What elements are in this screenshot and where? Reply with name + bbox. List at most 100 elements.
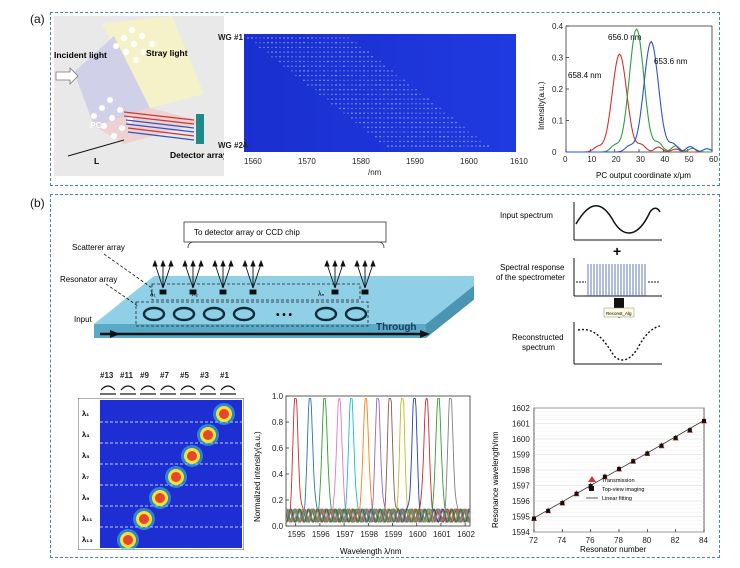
wg-dot: [391, 141, 392, 142]
scatterer-label: Scatterer array: [72, 243, 125, 252]
wg-dot: [291, 70, 292, 71]
wg-dot: [343, 47, 344, 48]
scatter-arrow-head: [251, 261, 255, 266]
wg-dot: [355, 117, 356, 118]
resonator-device: To detector array or CCD chip • • • Scat…: [54, 206, 474, 376]
wg-dot: [399, 113, 400, 114]
heat-spot-core: [155, 493, 165, 503]
wg-dot: [439, 131, 440, 132]
wg-dot: [291, 47, 292, 48]
wg-dot: [399, 84, 400, 85]
wg-dot: [323, 51, 324, 52]
wg-dot: [315, 89, 316, 90]
resonator-number-label: #11: [120, 371, 133, 380]
resonator-ring-icon: [181, 386, 195, 390]
wg-dot: [367, 56, 368, 57]
wg-dot: [395, 89, 396, 90]
wg-dot: [367, 80, 368, 81]
wg-dot: [327, 94, 328, 95]
wg-tick: 1560: [244, 157, 262, 166]
wg-dot: [423, 113, 424, 114]
wg-dot: [463, 145, 464, 146]
wg-dot: [403, 84, 404, 85]
wg-dot: [299, 47, 300, 48]
wg-dot: [359, 108, 360, 109]
wg-dot: [363, 70, 364, 71]
wg-unit: /nm: [368, 168, 382, 176]
wg-dot: [279, 47, 280, 48]
wg-dot: [427, 122, 428, 123]
wg-dot: [351, 108, 352, 109]
wg-dot: [419, 127, 420, 128]
wg-dot: [451, 141, 452, 142]
resonator-ring-icon: [201, 386, 215, 390]
heat-spot-core: [171, 472, 181, 482]
res-ylabel: Resonance wavelength/nm: [491, 431, 500, 528]
res-y-tick-label: 1599: [512, 451, 530, 460]
wg-dot: [363, 122, 364, 123]
wg-dot: [331, 75, 332, 76]
wg-dot: [427, 98, 428, 99]
wg-dot: [275, 51, 276, 52]
wg-dot: [307, 47, 308, 48]
wg-dot: [391, 103, 392, 104]
scatter-arrow-head: [169, 261, 173, 266]
wg-dot: [347, 47, 348, 48]
wg-dot: [459, 145, 460, 146]
wg-dot: [387, 113, 388, 114]
wg-dot: [271, 37, 272, 38]
wg-dot: [431, 131, 432, 132]
lambda-2-label: λ₂: [192, 291, 199, 298]
wg-dot: [403, 141, 404, 142]
wg-dot: [391, 113, 392, 114]
int-x-tick-label: 50: [685, 155, 694, 164]
wg-dot: [375, 94, 376, 95]
wg-dot: [295, 75, 296, 76]
wg-dot: [307, 70, 308, 71]
wg-dot: [383, 136, 384, 137]
wg-dot: [367, 117, 368, 118]
wg-dot: [403, 145, 404, 146]
wg-dot: [403, 80, 404, 81]
wg-dot: [403, 89, 404, 90]
wg-dot: [335, 98, 336, 99]
wg-dot: [415, 131, 416, 132]
wg-dot: [347, 51, 348, 52]
wg-dot: [379, 141, 380, 142]
lambda-row-label: λ₁: [82, 409, 89, 418]
wg-dot: [347, 80, 348, 81]
wg-dot: [367, 127, 368, 128]
wg-dot: [371, 70, 372, 71]
wg-dot: [347, 70, 348, 71]
wg-dot: [399, 141, 400, 142]
wg-dot: [407, 141, 408, 142]
wg-dot: [439, 117, 440, 118]
wg-dot: [283, 56, 284, 57]
wg-dot: [387, 89, 388, 90]
wg-dot: [291, 61, 292, 62]
wg-dot: [383, 75, 384, 76]
scatter-arrow-head: [161, 261, 165, 266]
wg-dot: [315, 47, 316, 48]
wg-dot: [411, 131, 412, 132]
wg-dot: [323, 61, 324, 62]
wg-dot: [303, 37, 304, 38]
wg-dot: [395, 145, 396, 146]
wg-dot: [363, 127, 364, 128]
wg-dot: [371, 75, 372, 76]
wg-dot: [363, 108, 364, 109]
wg-dot: [463, 127, 464, 128]
wg-dot: [463, 131, 464, 132]
wg-dot: [439, 136, 440, 137]
wg-dot: [343, 89, 344, 90]
wg-dot: [435, 145, 436, 146]
wg-dot: [439, 122, 440, 123]
wg-dot: [351, 113, 352, 114]
wg-dot: [471, 145, 472, 146]
wg-tick: 1570: [298, 157, 316, 166]
wg-dot: [319, 66, 320, 67]
top-view-point: [575, 492, 579, 496]
res-xlabel: Resonator number: [580, 545, 647, 554]
wg-dot: [443, 113, 444, 114]
wg-dot: [423, 103, 424, 104]
